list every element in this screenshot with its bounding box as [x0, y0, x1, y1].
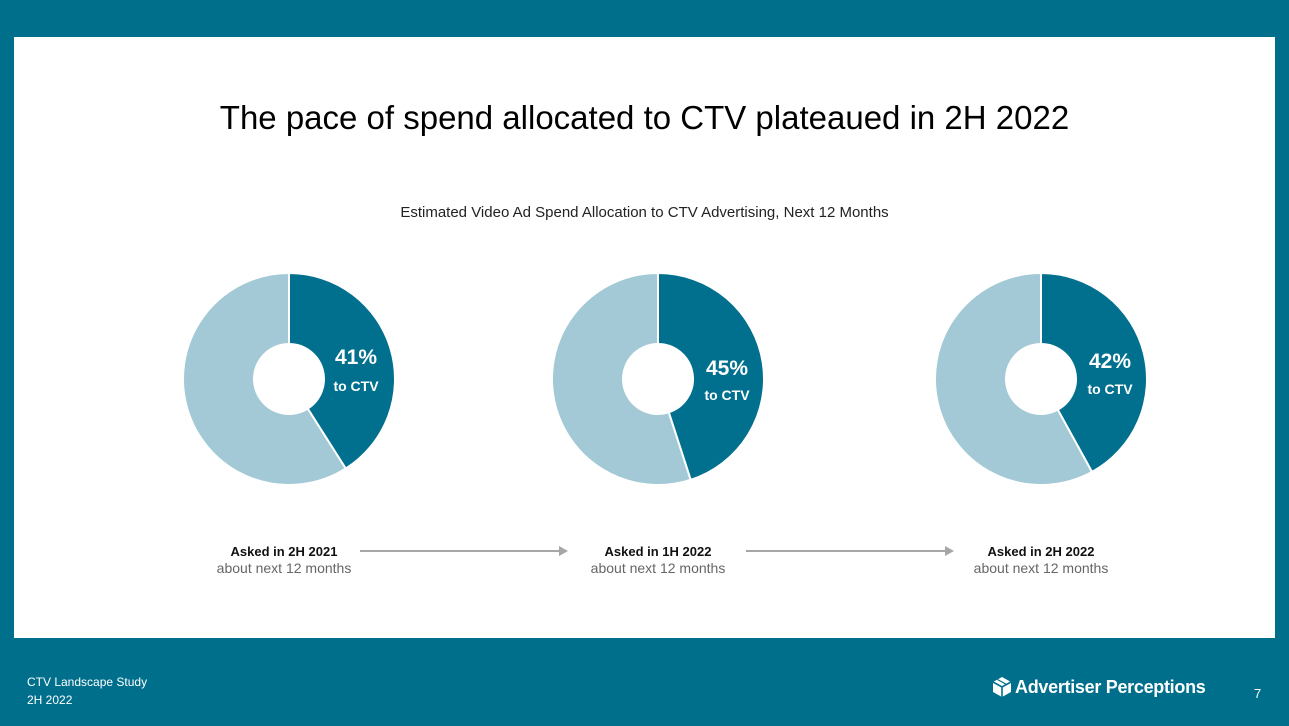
donut-chart-2h-2022: 42% to CTV: [934, 271, 1148, 486]
caption-sub-1h-2022: about next 12 months: [590, 560, 726, 576]
caption-2h-2022: Asked in 2H 2022 about next 12 months: [941, 543, 1141, 577]
slice-ctv-2h-2021: [288, 271, 396, 470]
footer-study-period: 2H 2022: [27, 693, 73, 707]
donut-sub-label-2h-2021: to CTV: [333, 378, 379, 394]
donut-sub-label-2h-2022: to CTV: [1087, 381, 1133, 397]
caption-sub-2h-2021: about next 12 months: [216, 560, 352, 576]
donut-value-label-2h-2021: 41%: [334, 346, 378, 369]
slide-title: The pace of spend allocated to CTV plate…: [219, 99, 1070, 136]
donut-chart-2h-2021: 41% to CTV: [182, 271, 396, 486]
arrow-connector-1: [360, 546, 568, 556]
slice-ctv-1h-2022: [657, 271, 765, 482]
donut-sub-label-1h-2022: to CTV: [704, 387, 750, 403]
donut-value-label-2h-2022: 42%: [1088, 350, 1132, 373]
arrow-connector-2: [746, 546, 954, 556]
caption-title-2h-2021: Asked in 2H 2021: [230, 544, 338, 559]
slice-other-2h-2022: [934, 271, 1094, 486]
footer-study-label: CTV Landscape Study 2H 2022: [27, 673, 147, 709]
donut-chart-1h-2022: 45% to CTV: [551, 271, 765, 486]
caption-title-1h-2022: Asked in 1H 2022: [604, 544, 712, 559]
caption-sub-2h-2022: about next 12 months: [973, 560, 1109, 576]
donut-svg-2h-2022: [934, 271, 1148, 486]
footer-study-name: CTV Landscape Study: [27, 675, 148, 689]
slice-other-2h-2021: [182, 271, 348, 486]
caption-title-2h-2022: Asked in 2H 2022: [987, 544, 1095, 559]
donut-value-label-1h-2022: 45%: [705, 357, 749, 380]
donut-svg-1h-2022: [551, 271, 765, 486]
cube-logo-icon: [992, 677, 1012, 697]
slice-other-1h-2022: [551, 271, 693, 486]
brand-logo: Advertiser Perceptions: [992, 676, 1206, 698]
brand-logo-text: Advertiser Perceptions: [1015, 676, 1206, 697]
caption-1h-2022: Asked in 1H 2022 about next 12 months: [558, 543, 758, 577]
donut-svg-2h-2021: [182, 271, 396, 486]
page-number: 7: [1254, 686, 1262, 701]
slice-ctv-2h-2022: [1040, 271, 1148, 474]
chart-subtitle: Estimated Video Ad Spend Allocation to C…: [400, 204, 889, 221]
slide-panel: The pace of spend allocated to CTV plate…: [14, 37, 1275, 638]
caption-2h-2021: Asked in 2H 2021 about next 12 months: [184, 543, 384, 577]
